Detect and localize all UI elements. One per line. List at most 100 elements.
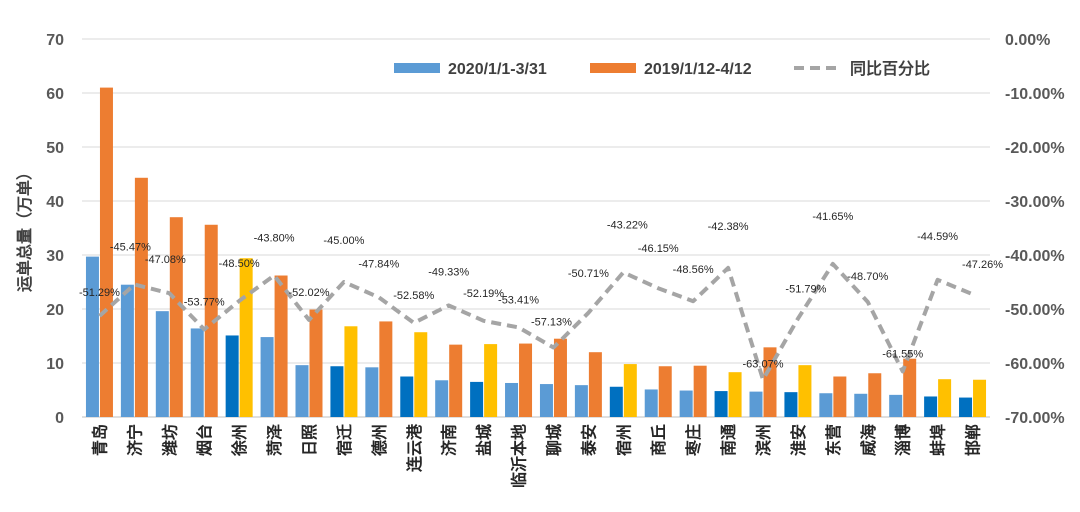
y2-tick-label: -50.00% [1005,302,1065,319]
bar-2019 [344,326,358,417]
category-label: 连云港 [405,423,424,472]
bar-2020 [260,337,274,417]
category-label: 泰安 [579,424,598,457]
percent-label: -47.26% [962,259,1003,271]
category-label: 滨州 [754,424,773,456]
bar-2020 [819,393,833,417]
percent-label: -43.80% [254,233,295,245]
category-label: 枣庄 [684,424,703,457]
bar-2019 [973,379,987,417]
bar-2020 [644,389,658,417]
bar-2019 [484,344,498,417]
bar-2019 [623,364,637,417]
category-label: 德州 [370,424,389,456]
bar-2020 [400,376,414,417]
bar-2020 [539,384,553,417]
bar-2020 [295,365,309,417]
left-axis: 0 10 20 30 40 50 60 70 [46,32,64,427]
category-label: 济南 [440,424,459,456]
category-label: 青岛 [90,424,109,456]
bar-2019 [169,217,183,417]
bar-2019 [519,343,533,417]
y2-tick-label: -70.00% [1005,410,1065,427]
percent-label: -41.65% [812,211,853,223]
percent-label: -48.70% [847,271,888,283]
y-tick-label: 0 [55,410,64,427]
bar-2019 [868,373,882,417]
bar-2019 [274,275,288,417]
bar-2020 [784,392,798,417]
bar-2019 [693,365,707,417]
bar-2019 [99,87,113,417]
percent-label: -50.71% [568,268,609,280]
bar-2020 [505,382,519,417]
bar-2019 [204,224,218,417]
percent-label: -51.79% [785,284,826,296]
category-label: 宿迁 [335,424,354,456]
bar-2019 [379,321,393,417]
bar-2020 [470,381,484,417]
legend-swatch-2020 [394,63,440,73]
y2-tick-label: -30.00% [1005,194,1065,211]
percent-label: -47.08% [145,254,186,266]
percent-label: -53.77% [184,296,225,308]
y-tick-label: 60 [46,86,64,103]
y2-tick-label: -60.00% [1005,356,1065,373]
category-label: 蚌埠 [929,424,948,456]
bar-2020 [225,335,239,417]
category-label: 聊城 [544,424,563,456]
bar-2020 [959,397,973,417]
bar-2019 [414,332,428,417]
category-label: 南通 [719,424,738,456]
bar-2020 [749,391,763,417]
percent-label: -49.33% [428,266,469,278]
percent-label: -45.00% [323,235,364,247]
bar-2019 [588,352,602,417]
category-label: 日照 [300,424,319,456]
bar-2020 [435,380,449,417]
percent-label: -46.15% [638,243,679,255]
percent-label: -43.22% [607,219,648,231]
bar-2020 [365,367,379,417]
category-label: 淄博 [894,424,913,456]
y-axis-title: 运单总量（万单） [15,164,34,292]
bar-2020 [574,385,588,417]
category-label: 徐州 [230,424,249,457]
percent-label: -47.84% [358,258,399,270]
legend-label-2019: 2019/1/12-4/12 [644,61,752,78]
y-tick-label: 40 [46,194,64,211]
legend-swatch-2019 [590,63,636,73]
y-tick-label: 10 [46,356,64,373]
percent-label: -52.58% [393,290,434,302]
y2-tick-label: -40.00% [1005,248,1065,265]
y2-tick-label: 0.00% [1005,32,1050,49]
percent-label: -61.55% [882,348,923,360]
percent-label: -44.59% [917,231,958,243]
bar-2019 [134,177,148,417]
bar-2019 [798,365,812,417]
legend-label-yoy: 同比百分比 [850,60,930,78]
category-labels: 青岛 济宁 潍坊 烟台 徐州 菏泽 日照 宿迁 德州 连云港 济南 盐城 临沂本地 聊城 泰安 宿州 商丘 枣庄南… [90,423,982,488]
bar-2019 [449,344,463,417]
category-label: 威海 [859,424,878,456]
yoy-line [98,261,974,382]
bar-2020 [714,391,728,417]
category-label: 东营 [824,424,843,456]
bar-2019 [728,372,742,417]
y-tick-label: 50 [46,140,64,157]
category-label: 临沂本地 [510,424,529,488]
bar-2019 [553,338,567,417]
bar-2019 [309,309,323,417]
y-tick-label: 30 [46,248,64,265]
percent-label: -63.07% [743,359,784,371]
percent-labels: -51.29% -45.47%-47.08% -53.77% -48.50% -43.8… [79,211,1003,371]
y2-tick-label: -20.00% [1005,140,1065,157]
bar-2019 [658,366,672,417]
percent-label: -53.41% [498,294,539,306]
percent-label: -57.13% [531,317,572,329]
category-label: 烟台 [195,424,214,456]
bar-2019 [239,258,253,417]
percent-label: -51.29% [79,287,120,299]
bar-2019 [938,379,952,417]
